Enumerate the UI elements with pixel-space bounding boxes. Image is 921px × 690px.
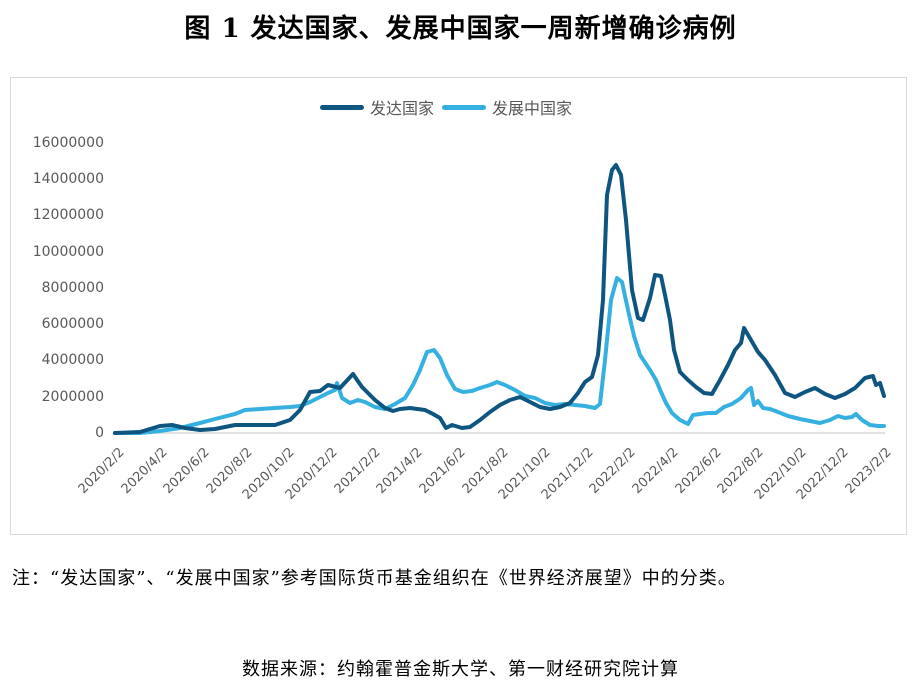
chart-container <box>10 77 907 535</box>
y-tick: 0 <box>95 425 104 441</box>
series-developed-line <box>113 163 886 435</box>
legend-swatch-developed <box>320 104 364 110</box>
series-developing-line <box>113 276 886 435</box>
legend-label-developing: 发展中国家 <box>492 99 573 118</box>
y-tick: 16000000 <box>32 135 104 151</box>
legend-label-developed: 发达国家 <box>370 99 435 118</box>
legend-item-developing: 发展中国家 <box>442 95 572 119</box>
y-tick: 2000000 <box>41 389 104 405</box>
y-tick: 8000000 <box>41 280 104 296</box>
chart-legend: 发达国家 发展中国家 <box>320 95 580 119</box>
y-tick: 10000000 <box>32 244 104 260</box>
figure-title: 图 1 发达国家、发展中国家一周新增确诊病例 <box>184 14 737 44</box>
figure-note: 注：“发达国家”、“发展中国家”参考国际货币基金组织在《世界经济展望》中的分类。 <box>12 568 737 589</box>
y-tick: 12000000 <box>32 207 104 223</box>
legend-item-developed: 发达国家 <box>320 95 434 119</box>
legend-swatch-developing <box>442 104 487 110</box>
y-tick: 14000000 <box>32 171 104 187</box>
y-tick: 6000000 <box>41 316 104 332</box>
data-source: 数据来源：约翰霍普金斯大学、第一财经研究院计算 <box>242 659 679 680</box>
y-tick: 4000000 <box>41 352 104 368</box>
